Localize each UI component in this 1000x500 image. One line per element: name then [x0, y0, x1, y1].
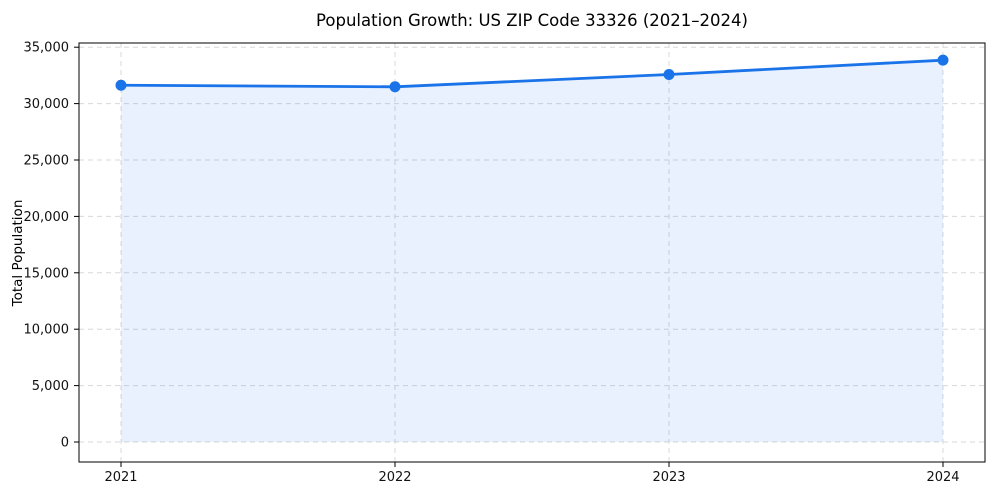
data-point	[937, 54, 949, 66]
x-tick-label: 2022	[378, 470, 411, 485]
x-tick-label: 2021	[104, 470, 137, 485]
x-tick-label: 2023	[652, 470, 685, 485]
x-tick-label: 2024	[926, 470, 959, 485]
data-point	[663, 68, 675, 80]
area-fill	[121, 60, 943, 443]
chart-title: Population Growth: US ZIP Code 33326 (20…	[316, 11, 748, 30]
y-tick-label: 15,000	[24, 266, 70, 281]
y-tick-label: 0	[61, 436, 69, 451]
y-tick-label: 20,000	[24, 210, 70, 225]
data-point	[115, 79, 127, 91]
y-tick-label: 30,000	[24, 97, 70, 112]
plot-frame	[78, 42, 986, 463]
y-tick-label: 25,000	[24, 154, 70, 169]
y-tick-label: 5,000	[32, 379, 69, 394]
data-point	[389, 81, 401, 93]
y-tick-label: 35,000	[24, 41, 70, 56]
data-line	[119, 58, 945, 89]
y-tick-label: 10,000	[24, 323, 70, 338]
